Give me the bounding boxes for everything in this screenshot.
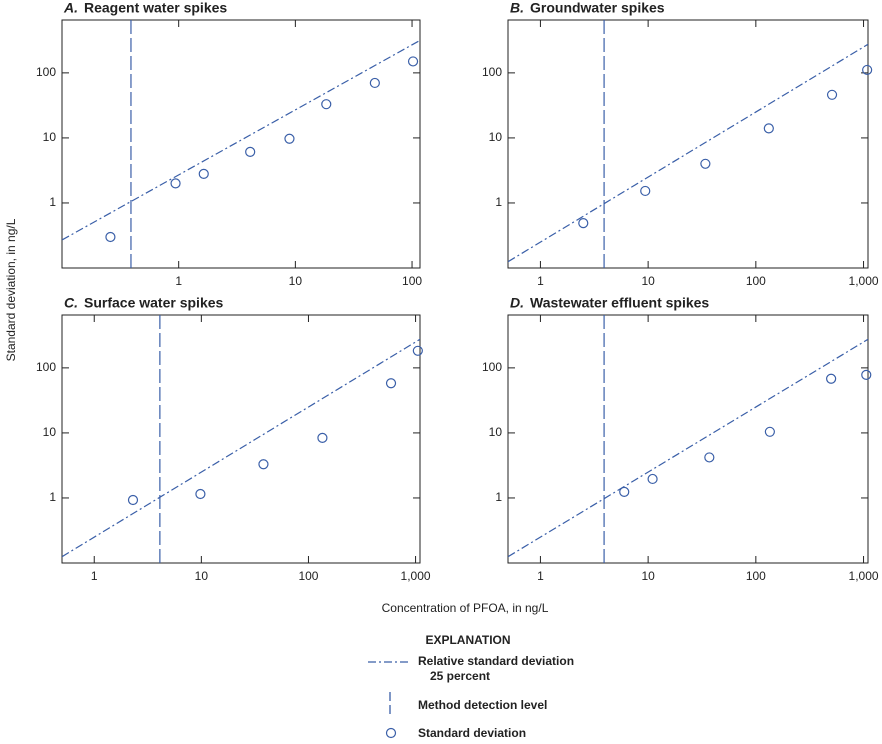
panel-label: C. [64,295,78,311]
data-point [826,373,837,384]
data-point [317,432,328,443]
x-tick-label: 100 [402,274,422,288]
panel-label: A. [63,0,78,16]
y-tick-label: 100 [36,360,56,374]
legend-title: EXPLANATION [425,633,510,647]
data-point [861,369,872,380]
y-tick-label: 10 [43,130,57,144]
y-tick-label: 100 [482,360,502,374]
data-point [700,158,711,169]
panel: B. Groundwater spikes 1 10 100 1,000 1 10 100 [482,0,879,288]
data-point [369,77,380,89]
y-tick-label: 10 [489,130,503,144]
data-point [619,486,630,497]
x-tick-label: 100 [298,569,318,583]
x-tick-label: 10 [289,274,303,288]
legend-label: Standard deviation [418,726,526,740]
data-point [704,452,715,463]
y-tick-label: 10 [43,425,57,439]
data-point [127,494,139,506]
data-point [578,218,589,229]
y-tick-label: 100 [36,65,56,79]
y-tick-label: 100 [482,65,502,79]
plot-area [62,315,420,563]
x-tick-label: 1,000 [849,274,879,288]
data-point [826,89,838,100]
panel-title: Wastewater effluent spikes [530,295,709,311]
x-tick-label: 100 [746,569,766,583]
data-point [198,168,209,179]
plot-area [508,20,868,268]
x-axis-label: Concentration of PFOA, in ng/L [382,601,549,615]
legend-sublabel: 25 percent [430,669,490,683]
data-point [647,473,658,485]
data-point [385,378,397,389]
data-point [258,459,269,470]
panel-label: B. [510,0,524,16]
x-tick-label: 1,000 [849,569,879,583]
x-tick-label: 1 [175,274,182,288]
rsd-line [508,43,868,263]
legend-marker [385,727,397,739]
x-tick-label: 1 [537,569,544,583]
data-point [284,133,295,144]
rsd-line [62,39,420,241]
data-point [764,426,775,437]
data-point [195,488,206,500]
y-tick-label: 1 [49,195,56,209]
y-tick-label: 1 [495,195,502,209]
plot-frame [507,314,869,564]
y-tick-label: 1 [495,490,502,504]
data-point [105,231,116,243]
panel: C. Surface water spikes 1 10 100 1,000 1 10 100 [36,295,431,583]
data-point [170,178,181,189]
rsd-line [62,338,420,558]
panel: D. Wastewater effluent spikes 1 10 100 1,000 1… [482,295,879,583]
plot-frame [61,19,421,269]
plot-frame [61,314,421,564]
panel-title: Reagent water spikes [84,0,227,16]
x-tick-label: 10 [641,274,655,288]
x-tick-label: 100 [746,274,766,288]
plot-area [62,20,420,268]
plot-area [508,315,868,563]
legend-label: Method detection level [418,698,547,712]
x-tick-label: 1 [91,569,98,583]
panel-title: Surface water spikes [84,295,224,311]
data-point [407,56,419,67]
y-axis-label: Standard deviation, in ng/L [4,218,18,361]
panel: A. Reagent water spikes 1 10 100 1 10 100 [36,0,422,288]
panel-label: D. [510,295,524,311]
plot-frame [507,19,869,269]
data-point [412,345,423,356]
rsd-line [508,338,868,558]
data-point [862,64,873,76]
data-point [321,99,332,110]
legend-label: Relative standard deviation [418,654,574,668]
data-point [763,123,774,134]
y-tick-label: 1 [49,490,56,504]
legend: Relative standard deviation 25 percent M… [368,654,574,740]
data-point [640,185,651,197]
x-tick-label: 10 [641,569,655,583]
x-tick-label: 10 [195,569,209,583]
data-point [245,146,256,157]
panel-title: Groundwater spikes [530,0,665,16]
x-tick-label: 1 [537,274,544,288]
y-tick-label: 10 [489,425,503,439]
x-tick-label: 1,000 [401,569,431,583]
